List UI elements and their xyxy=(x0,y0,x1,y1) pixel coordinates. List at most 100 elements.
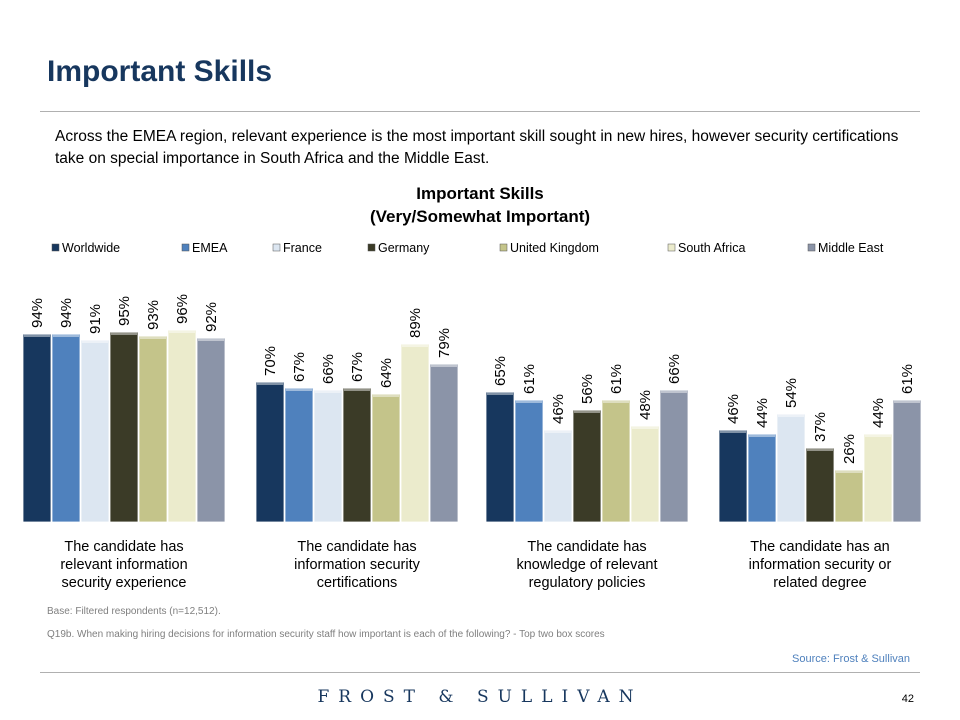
bar-highlight xyxy=(603,400,629,403)
bar-highlight xyxy=(749,434,775,437)
data-label: 94% xyxy=(29,298,46,328)
data-label: 70% xyxy=(262,346,279,376)
data-label: 94% xyxy=(58,298,75,328)
bar-highlight xyxy=(111,332,137,335)
bar-highlight xyxy=(53,334,79,337)
data-label: 48% xyxy=(637,390,654,420)
bar-highlight xyxy=(545,430,571,433)
bar-group: 46% 44% 54% 37% 26% 44% 61% xyxy=(715,302,925,523)
source-note: Source: Frost & Sullivan xyxy=(792,653,910,665)
bar xyxy=(284,387,314,523)
bar-highlight xyxy=(257,382,283,385)
bar xyxy=(138,335,168,523)
legend-swatch xyxy=(667,243,676,252)
base-note: Base: Filtered respondents (n=12,512). xyxy=(47,606,221,617)
data-label: 95% xyxy=(116,296,133,326)
legend-label: United Kingdom xyxy=(510,241,599,255)
bar-highlight xyxy=(24,334,50,337)
bar-highlight xyxy=(836,470,862,473)
top-divider xyxy=(40,111,920,112)
data-label: 66% xyxy=(666,354,683,384)
bar xyxy=(805,447,835,523)
bar xyxy=(747,433,777,523)
bar xyxy=(22,333,52,523)
legend-label: EMEA xyxy=(192,241,228,255)
data-label: 91% xyxy=(87,304,104,334)
bar xyxy=(167,329,197,523)
legend-label: Middle East xyxy=(818,241,884,255)
bar-highlight xyxy=(894,400,920,403)
data-label: 61% xyxy=(521,364,538,394)
bar xyxy=(601,399,631,523)
data-label: 66% xyxy=(320,354,337,384)
bar-chart: Important Skills (Very/Somewhat Important… xyxy=(19,184,925,591)
bar-highlight xyxy=(720,430,746,433)
legend-swatch xyxy=(807,243,816,252)
bar-highlight xyxy=(632,426,658,429)
chart-subtitle: (Very/Somewhat Important) xyxy=(370,207,590,226)
data-label: 65% xyxy=(492,356,509,386)
data-label: 92% xyxy=(203,302,220,332)
data-label: 46% xyxy=(725,394,742,424)
bar-highlight xyxy=(169,330,195,333)
bar-group: 94% 94% 91% 95% 93% 96% 92% xyxy=(19,294,229,523)
bar xyxy=(776,413,806,523)
bar xyxy=(630,425,660,523)
bar xyxy=(196,337,226,523)
data-label: 64% xyxy=(378,358,395,388)
legend-label: Worldwide xyxy=(62,241,120,255)
data-label: 26% xyxy=(841,434,858,464)
bar xyxy=(313,389,343,523)
bar xyxy=(80,339,110,523)
bar xyxy=(863,433,893,523)
bottom-divider xyxy=(40,672,920,673)
legend-swatch xyxy=(181,243,190,252)
bar xyxy=(371,393,401,523)
data-label: 93% xyxy=(145,300,162,330)
bar xyxy=(659,389,689,523)
data-label: 61% xyxy=(899,364,916,394)
category-label: The candidate has knowledge of relevant re… xyxy=(516,539,657,591)
data-label: 54% xyxy=(783,378,800,408)
category-label: The candidate has information security cer… xyxy=(294,539,420,591)
legend-label: France xyxy=(283,241,322,255)
legend-swatch xyxy=(272,243,281,252)
bar xyxy=(429,363,459,523)
bar-highlight xyxy=(82,340,108,343)
bar-highlight xyxy=(807,448,833,451)
data-label: 46% xyxy=(550,394,567,424)
data-label: 61% xyxy=(608,364,625,394)
data-label: 56% xyxy=(579,374,596,404)
bar xyxy=(572,409,602,523)
page-title: Important Skills xyxy=(47,55,273,88)
legend-label: South Africa xyxy=(678,241,745,255)
category-label: The candidate has an information security… xyxy=(749,539,892,591)
bar-highlight xyxy=(516,400,542,403)
data-label: 44% xyxy=(870,398,887,428)
bar-highlight xyxy=(661,390,687,393)
bar xyxy=(400,343,430,523)
bar-highlight xyxy=(487,392,513,395)
data-label: 96% xyxy=(174,294,191,324)
bar-highlight xyxy=(344,388,370,391)
bar-highlight xyxy=(286,388,312,391)
frost-sullivan-logo: FROST & SULLIVAN xyxy=(317,687,643,707)
bar-highlight xyxy=(198,338,224,341)
bar xyxy=(892,399,922,523)
bar-highlight xyxy=(778,414,804,417)
bar xyxy=(51,333,81,523)
data-label: 67% xyxy=(291,352,308,382)
bar-highlight xyxy=(315,390,341,393)
category-label: The candidate has relevant information sec… xyxy=(60,539,187,591)
data-label: 37% xyxy=(812,412,829,442)
intro-text: Across the EMEA region, relevant experie… xyxy=(55,128,899,167)
bar-highlight xyxy=(574,410,600,413)
bar-highlight xyxy=(140,336,166,339)
chart-title: Important Skills xyxy=(416,184,544,203)
data-label: 89% xyxy=(407,308,424,338)
bar-highlight xyxy=(431,364,457,367)
bar xyxy=(543,429,573,523)
bar xyxy=(834,469,864,523)
legend-swatch xyxy=(499,243,508,252)
bar-group: 65% 61% 46% 56% 61% 48% 66% xyxy=(482,302,692,523)
